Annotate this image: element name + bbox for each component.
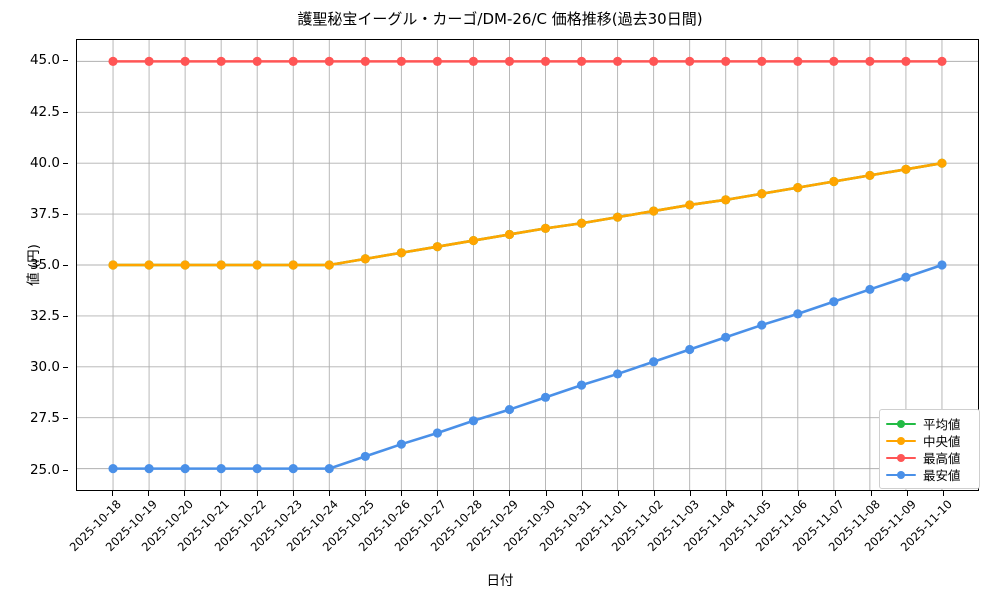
y-tick-mark — [63, 265, 68, 266]
legend-label: 平均値 — [923, 417, 961, 432]
x-tick-mark — [617, 491, 619, 496]
y-tick-label: 35.0 — [29, 257, 60, 273]
y-tick-mark — [63, 213, 68, 215]
legend-marker-icon — [886, 434, 916, 448]
x-tick-mark — [220, 491, 222, 496]
x-tick-mark — [256, 491, 258, 496]
x-tick-mark — [653, 491, 655, 496]
series-1 — [108, 158, 947, 270]
legend-marker-icon — [886, 417, 916, 431]
legend-item[interactable]: 平均値 — [886, 415, 973, 432]
y-tick-mark — [63, 367, 68, 369]
x-tick-mark — [184, 491, 186, 496]
y-tick-label: 27.5 — [29, 410, 60, 427]
y-tick-mark — [63, 162, 68, 164]
x-tick-mark — [148, 491, 150, 496]
series-3 — [108, 56, 947, 66]
x-tick-mark — [437, 491, 439, 496]
x-tick-mark — [906, 491, 908, 496]
y-tick-mark — [63, 316, 68, 318]
chart-legend[interactable]: 平均値中央値最高値最安値 — [879, 409, 980, 489]
x-tick-mark — [112, 491, 114, 496]
x-tick-mark — [690, 491, 692, 496]
x-tick-mark — [328, 491, 330, 496]
y-axis-ticks: 25.0 27.5 30.0 32.5 35.0 37.5 40.0 42.5 45.0 — [0, 39, 68, 491]
x-tick-mark — [581, 491, 583, 496]
y-tick-label: 40.0 — [29, 154, 60, 171]
x-tick-mark — [942, 491, 944, 496]
x-tick-mark — [798, 491, 800, 496]
data-series-layer — [108, 56, 947, 474]
y-tick-mark — [63, 418, 68, 420]
x-tick-mark — [364, 491, 366, 496]
chart-title: 護聖秘宝イーグル・カーゴ/DM-26/C 価格推移(過去30日間) — [297, 10, 703, 28]
y-tick-mark — [63, 60, 68, 62]
y-tick-mark — [63, 469, 68, 471]
legend-item[interactable]: 最高値 — [886, 449, 973, 466]
y-tick-label: 37.5 — [29, 205, 60, 222]
y-tick-mark — [63, 111, 68, 113]
y-tick-label: 45.0 — [29, 52, 60, 69]
y-tick-label: 25.0 — [29, 461, 60, 478]
legend-marker-icon — [886, 468, 916, 482]
legend-marker-icon — [886, 451, 916, 465]
x-tick-mark — [726, 491, 728, 496]
plot-area — [76, 39, 979, 491]
series-2 — [108, 158, 947, 270]
x-axis-label: 日付 — [486, 573, 514, 589]
x-axis-ticks: 2025-10-18 2025-10-19 2025-10-20 2025-10-21… — [67, 491, 979, 566]
legend-item[interactable]: 中央値 — [886, 432, 973, 449]
x-tick-mark — [870, 491, 872, 496]
legend-item[interactable]: 最安値 — [886, 466, 973, 483]
y-tick-label: 42.5 — [29, 103, 60, 120]
y-tick-label: 32.5 — [29, 308, 60, 325]
x-tick-mark — [401, 491, 403, 496]
x-tick-mark — [834, 491, 836, 496]
x-tick-mark — [509, 491, 511, 496]
y-tick-label: 30.0 — [29, 359, 60, 376]
series-4 — [108, 260, 947, 474]
x-tick-mark — [473, 491, 475, 496]
x-tick-mark — [292, 491, 294, 496]
legend-label: 中央値 — [923, 434, 961, 449]
legend-label: 最高値 — [923, 451, 961, 466]
x-tick-mark — [545, 491, 547, 496]
x-tick-mark — [762, 491, 764, 496]
legend-label: 最安値 — [923, 468, 961, 483]
